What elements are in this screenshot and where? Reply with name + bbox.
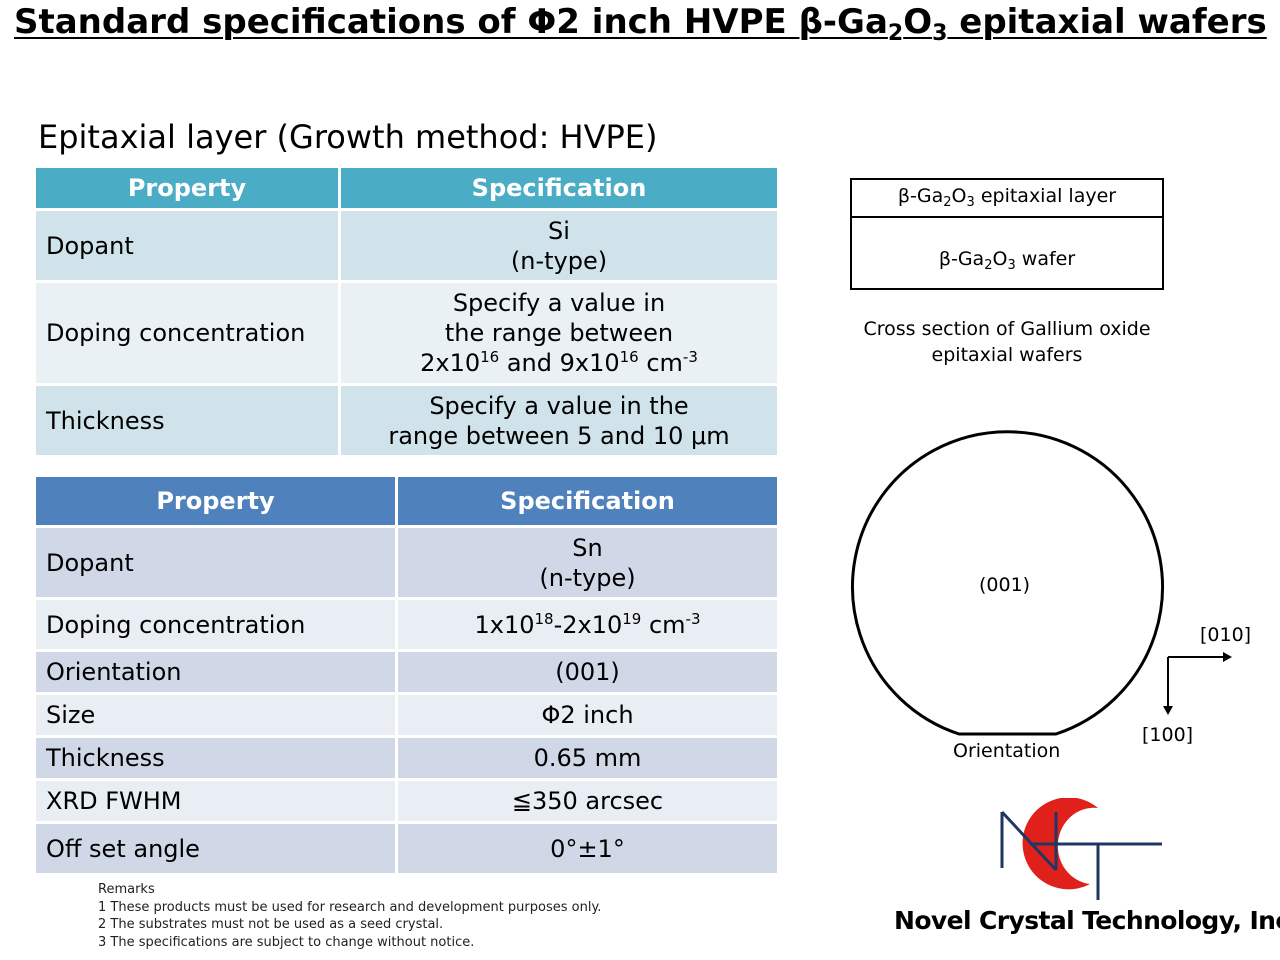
table-row: Orientation (001): [33, 649, 780, 695]
table-row: Off set angle 0°±1°: [33, 821, 780, 876]
face-orientation-label: (001): [979, 574, 1031, 596]
logo-n-mark: [1000, 810, 1058, 872]
cross-section-caption: Cross section of Gallium oxide epitaxial …: [863, 318, 1151, 366]
row-label: Dopant: [33, 525, 398, 600]
table-row: XRD FWHM ≦350 arcsec: [33, 778, 780, 824]
wafer-outline-diagram: [851, 430, 1232, 736]
row-label: Thickness: [33, 735, 398, 781]
arrow-head-right-icon: [1223, 652, 1232, 662]
table-row: Dopant Sn (n-type): [33, 525, 780, 600]
table-row: Size Φ2 inch: [33, 692, 780, 738]
table-row: Doping concentration 1x1018-2x1019 cm-3: [33, 597, 780, 652]
epitaxial-layer-heading: Epitaxial layer (Growth method: HVPE): [38, 118, 658, 156]
table-row: Dopant Si (n-type): [33, 208, 780, 283]
remark-item: 3 The specifications are subject to chan…: [98, 934, 475, 950]
row-label: Doping concentration: [33, 597, 398, 652]
header-specification: Specification: [395, 474, 780, 528]
table-header-row: Property Specification: [33, 165, 780, 211]
row-value: 0.65 mm: [395, 735, 780, 781]
arrow-head-down-icon: [1163, 706, 1173, 715]
row-value: ≦350 arcsec: [395, 778, 780, 824]
table-row: Thickness Specify a value in the range be…: [33, 383, 780, 458]
row-value: Specify a value in the range between 2x101…: [338, 280, 780, 386]
company-logo: [1000, 798, 1162, 900]
row-label: Doping concentration: [33, 280, 341, 386]
header-property: Property: [33, 165, 341, 211]
direction-010-label: [010]: [1200, 624, 1252, 646]
row-label: Off set angle: [33, 821, 398, 876]
wafer-outline: [851, 430, 1164, 736]
row-value: Φ2 inch: [395, 692, 780, 738]
row-value: Si (n-type): [338, 208, 780, 283]
header-specification: Specification: [338, 165, 780, 211]
orientation-flat-label: Orientation: [953, 740, 1061, 762]
row-value: Specify a value in the range between 5 an…: [338, 383, 780, 458]
cross-section-diagram: β-Ga2O3 epitaxial layer β-Ga2O3 wafer: [850, 178, 1164, 290]
row-label: Size: [33, 692, 398, 738]
table-header-row: Property Specification: [33, 474, 780, 528]
logo-red-crescent: [1022, 798, 1098, 890]
epitaxial-layer-box: β-Ga2O3 epitaxial layer: [852, 180, 1162, 218]
remark-item: 2 The substrates must not be used as a s…: [98, 917, 444, 932]
remarks: Remarks 1 These products must be used fo…: [98, 881, 601, 951]
row-value: 1x1018-2x1019 cm-3: [395, 597, 780, 652]
row-label: XRD FWHM: [33, 778, 398, 824]
row-value: Sn (n-type): [395, 525, 780, 600]
row-value: 0°±1°: [395, 821, 780, 876]
logo-t-mark: [1030, 842, 1162, 900]
epitaxial-spec-table: Property Specification Dopant Si (n-type)…: [33, 165, 780, 458]
row-label: Dopant: [33, 208, 341, 283]
company-name: Novel Crystal Technology, Inc.: [894, 906, 1280, 935]
page-title: Standard specifications of Φ2 inch HVPE …: [14, 2, 1267, 46]
header-property: Property: [33, 474, 398, 528]
remarks-heading: Remarks: [98, 882, 155, 897]
row-label: Thickness: [33, 383, 341, 458]
row-value: (001): [395, 649, 780, 695]
direction-100-label: [100]: [1142, 724, 1194, 746]
table-row: Thickness 0.65 mm: [33, 735, 780, 781]
substrate-spec-table: Property Specification Dopant Sn (n-type)…: [33, 474, 780, 876]
table-row: Doping concentration Specify a value in t…: [33, 280, 780, 386]
remark-item: 1 These products must be used for resear…: [98, 899, 602, 915]
row-label: Orientation: [33, 649, 398, 695]
wafer-box: β-Ga2O3 wafer: [938, 248, 1076, 273]
